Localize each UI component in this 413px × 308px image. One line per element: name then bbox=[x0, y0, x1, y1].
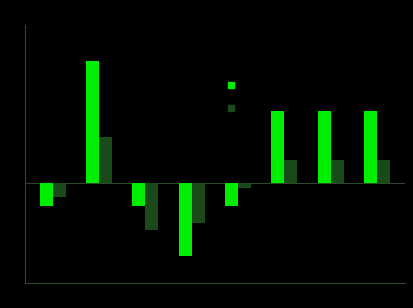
Bar bbox=[318, 111, 330, 183]
Bar bbox=[178, 183, 192, 256]
Bar bbox=[40, 183, 52, 206]
Bar bbox=[364, 111, 377, 183]
Bar bbox=[238, 183, 251, 188]
Bar bbox=[225, 183, 238, 206]
Bar bbox=[145, 183, 158, 230]
Bar bbox=[192, 183, 204, 223]
Bar bbox=[52, 183, 66, 197]
Bar bbox=[86, 61, 99, 183]
Bar bbox=[377, 160, 390, 183]
Bar bbox=[271, 111, 284, 183]
Bar bbox=[284, 160, 297, 183]
Bar bbox=[99, 137, 112, 183]
Bar bbox=[330, 160, 344, 183]
Bar bbox=[132, 183, 145, 206]
